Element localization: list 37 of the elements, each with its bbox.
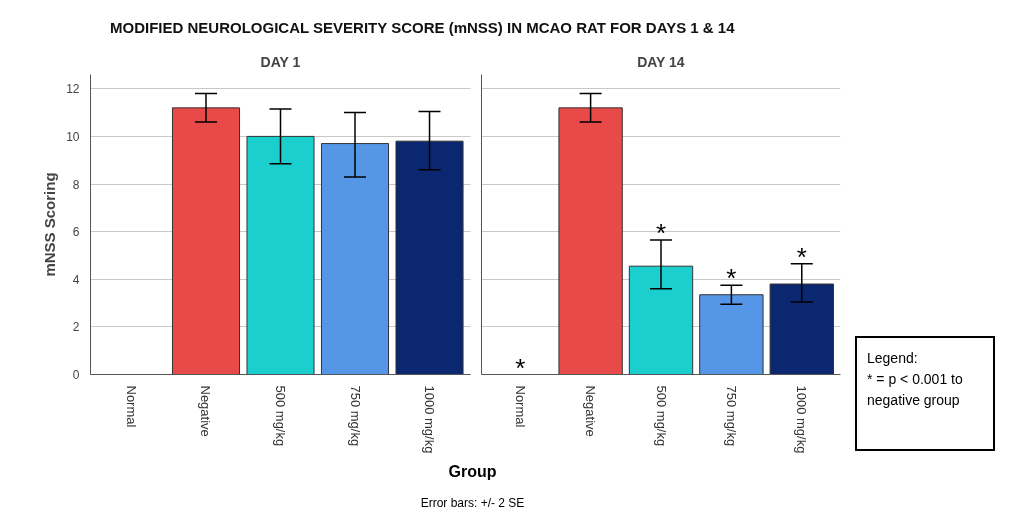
y-tick-label: 4: [72, 272, 80, 287]
annotation: *: [515, 352, 526, 383]
bar: [320, 143, 390, 375]
bar: [246, 135, 315, 375]
annotation: *: [726, 263, 737, 294]
x-tick-label: 500 mg/kg: [273, 385, 288, 447]
text: Legend:: [867, 350, 918, 366]
y-tick-label: 12: [66, 82, 80, 97]
x-tick-label: Negative: [583, 385, 599, 437]
x-tick-label: 1000 mg/kg: [422, 385, 438, 454]
y-tick-label: 0: [72, 368, 80, 382]
chart-title: DAY 14: [637, 53, 685, 70]
chart-title: MODIFIED NEUROLOGICAL SEVERITY SCORE (mNSS) IN MCAO RAT FOR DAYS 1 & 14: [110, 18, 735, 38]
chart-subtitle: DAY 1: [260, 53, 301, 70]
annotation: *: [655, 217, 667, 248]
text: * = p < 0.001 to negative group: [867, 371, 963, 408]
y-tick-label: 6: [72, 225, 80, 240]
bar: [171, 107, 241, 375]
x-tick-label: 500 mg/kg: [653, 385, 669, 447]
x-tick-label: Normal: [123, 385, 139, 428]
x-tick-label: 750 mg/kg: [347, 385, 363, 447]
bar: [395, 140, 464, 375]
bar: [628, 265, 694, 375]
x-tick-label: 750 mg/kg: [723, 385, 739, 447]
text: Error bars: +/- 2 SE: [420, 495, 525, 512]
x-tick-label: 1000 mg/kg: [794, 385, 810, 454]
annotation: *: [796, 241, 807, 272]
y-tick-label: 8: [72, 177, 80, 192]
bar: [769, 283, 834, 375]
y-tick-label: 2: [72, 320, 80, 335]
y-axis-title: mNSS Scoring: [41, 172, 59, 277]
x-tick-label: Negative: [198, 385, 214, 437]
x-axis-title: Group: [448, 462, 497, 482]
x-tick-label: Normal: [512, 385, 528, 428]
bar: [558, 107, 623, 375]
y-tick-label: 10: [66, 129, 80, 144]
bar: [699, 294, 764, 375]
